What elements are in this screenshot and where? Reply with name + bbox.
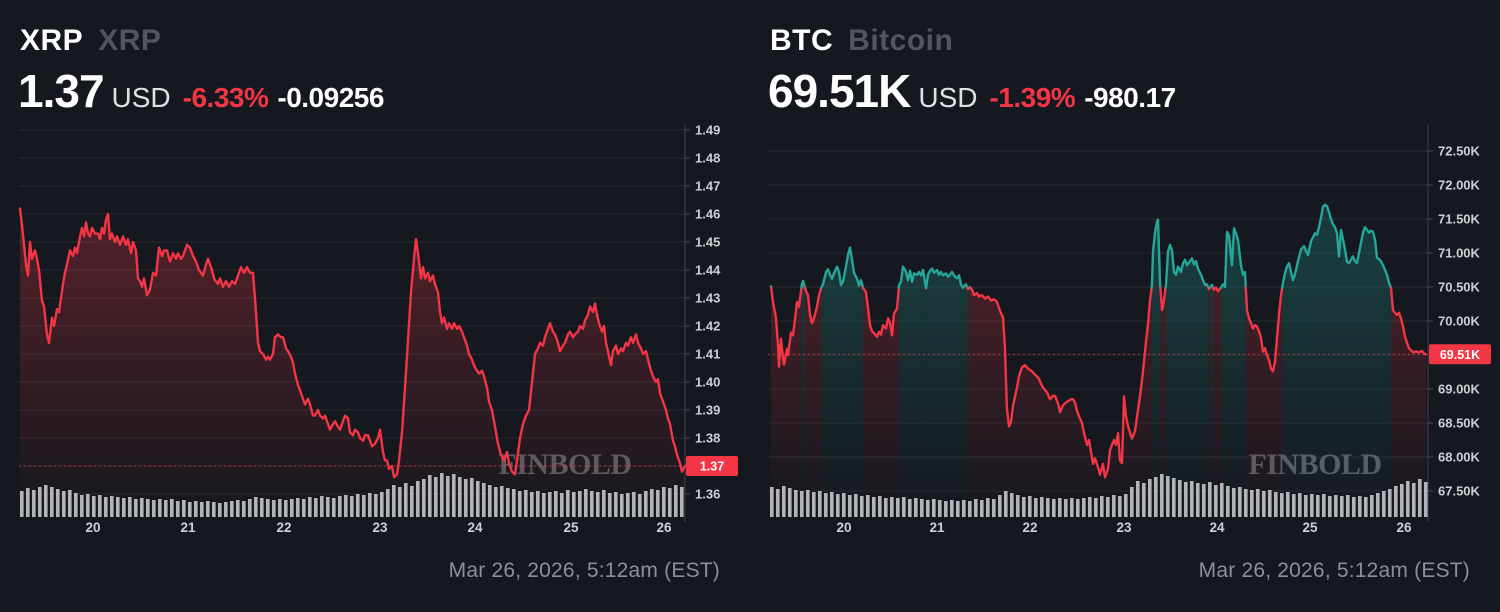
price-line xyxy=(18,207,687,479)
current-price-badge xyxy=(686,456,738,476)
change-absolute: -980.17 xyxy=(1084,82,1176,113)
change-percent: -1.39% xyxy=(989,82,1076,113)
volume-bars xyxy=(770,474,1428,517)
y-axis-label: 1.39 xyxy=(695,403,720,418)
y-axis-label: 70.00K xyxy=(1438,314,1481,329)
y-axis-label: 68.50K xyxy=(1438,416,1481,431)
area-fill xyxy=(20,208,685,517)
x-axis-label: 21 xyxy=(180,520,196,535)
price-line xyxy=(769,203,1428,479)
x-axis-label: 26 xyxy=(1396,520,1412,535)
current-price-badge xyxy=(1429,344,1491,365)
current-price-badge-label: 1.37 xyxy=(700,460,724,474)
x-axis-label: 23 xyxy=(372,520,388,535)
current-price: 69.51K xyxy=(768,65,911,117)
y-axis-label: 69.00K xyxy=(1438,382,1481,397)
chart-timestamp: Mar 26, 2026, 5:12am (EST) xyxy=(448,559,720,582)
x-axis-label: 22 xyxy=(276,520,291,535)
y-axis-label: 67.50K xyxy=(1438,484,1481,499)
y-axis-label: 1.44 xyxy=(695,263,721,278)
change-absolute: -0.09256 xyxy=(277,82,384,113)
x-axis-label: 24 xyxy=(467,520,483,535)
y-axis-label: 1.49 xyxy=(695,123,720,138)
y-axis-label: 70.50K xyxy=(1438,280,1481,295)
y-axis-label: 71.00K xyxy=(1438,246,1481,261)
xrp-panel: XRP XRP 1.37 USD -6.33% -0.09256 1.49 1.4… xyxy=(0,24,750,582)
y-axis-label: 1.40 xyxy=(695,375,720,390)
price-currency: USD xyxy=(918,82,978,113)
x-axis-label: 21 xyxy=(929,520,945,535)
chart-timestamp: Mar 26, 2026, 5:12am (EST) xyxy=(1198,559,1470,582)
btc-header: BTC Bitcoin xyxy=(770,24,953,58)
y-axis-label: 1.48 xyxy=(695,151,720,166)
x-axis-label: 20 xyxy=(85,520,100,535)
current-price-badge-label: 69.51K xyxy=(1440,348,1480,362)
y-axis-label: 71.50K xyxy=(1438,212,1481,227)
ticker-symbol: BTC xyxy=(770,24,834,57)
y-axis-label: 1.42 xyxy=(695,319,720,334)
xrp-price-chart[interactable]: 1.49 1.48 1.47 1.46 1.45 1.44 1.43 1.42 1.41 1.40… xyxy=(0,122,750,552)
x-axis-label: 25 xyxy=(1302,520,1318,535)
x-axis-label: 24 xyxy=(1209,520,1225,535)
area-fill xyxy=(771,204,1426,518)
y-axis-label: 1.47 xyxy=(695,179,720,194)
asset-name: XRP xyxy=(98,24,162,57)
x-axis-label: 26 xyxy=(656,520,672,535)
grid-and-axes: 1.49 1.48 1.47 1.46 1.45 1.44 1.43 1.42 1.41 1.40… xyxy=(19,123,721,535)
y-axis-label: 72.50K xyxy=(1438,144,1481,159)
change-percent: -6.33% xyxy=(182,82,269,113)
x-axis-label: 20 xyxy=(836,520,851,535)
btc-panel: BTC Bitcoin 69.51K USD -1.39% -980.17 72… xyxy=(750,0,1500,612)
x-axis-label: 22 xyxy=(1022,520,1037,535)
y-axis-label: 72.00K xyxy=(1438,178,1481,193)
x-axis-label: 25 xyxy=(563,520,579,535)
y-axis-label: 1.46 xyxy=(695,207,720,222)
y-axis-label: 1.43 xyxy=(695,291,720,306)
y-axis-label: 1.41 xyxy=(695,347,720,362)
xrp-price-row: 1.37 USD -6.33% -0.09256 xyxy=(18,68,384,114)
y-axis-label: 1.36 xyxy=(695,487,720,502)
x-axis-label: 23 xyxy=(1116,520,1132,535)
y-axis-label: 1.45 xyxy=(695,235,720,250)
price-currency: USD xyxy=(111,82,171,113)
current-price: 1.37 xyxy=(18,65,105,117)
volume-bars xyxy=(20,473,684,517)
btc-price-row: 69.51K USD -1.39% -980.17 xyxy=(768,68,1176,114)
asset-name: Bitcoin xyxy=(848,24,954,57)
y-axis-label: 68.00K xyxy=(1438,450,1481,465)
xrp-header: XRP XRP xyxy=(20,24,161,58)
btc-price-chart[interactable]: 72.50K 72.00K 71.50K 71.00K 70.50K 70.00K 69.0… xyxy=(750,122,1500,552)
ticker-symbol: XRP xyxy=(20,24,84,57)
y-axis-label: 1.38 xyxy=(695,431,720,446)
